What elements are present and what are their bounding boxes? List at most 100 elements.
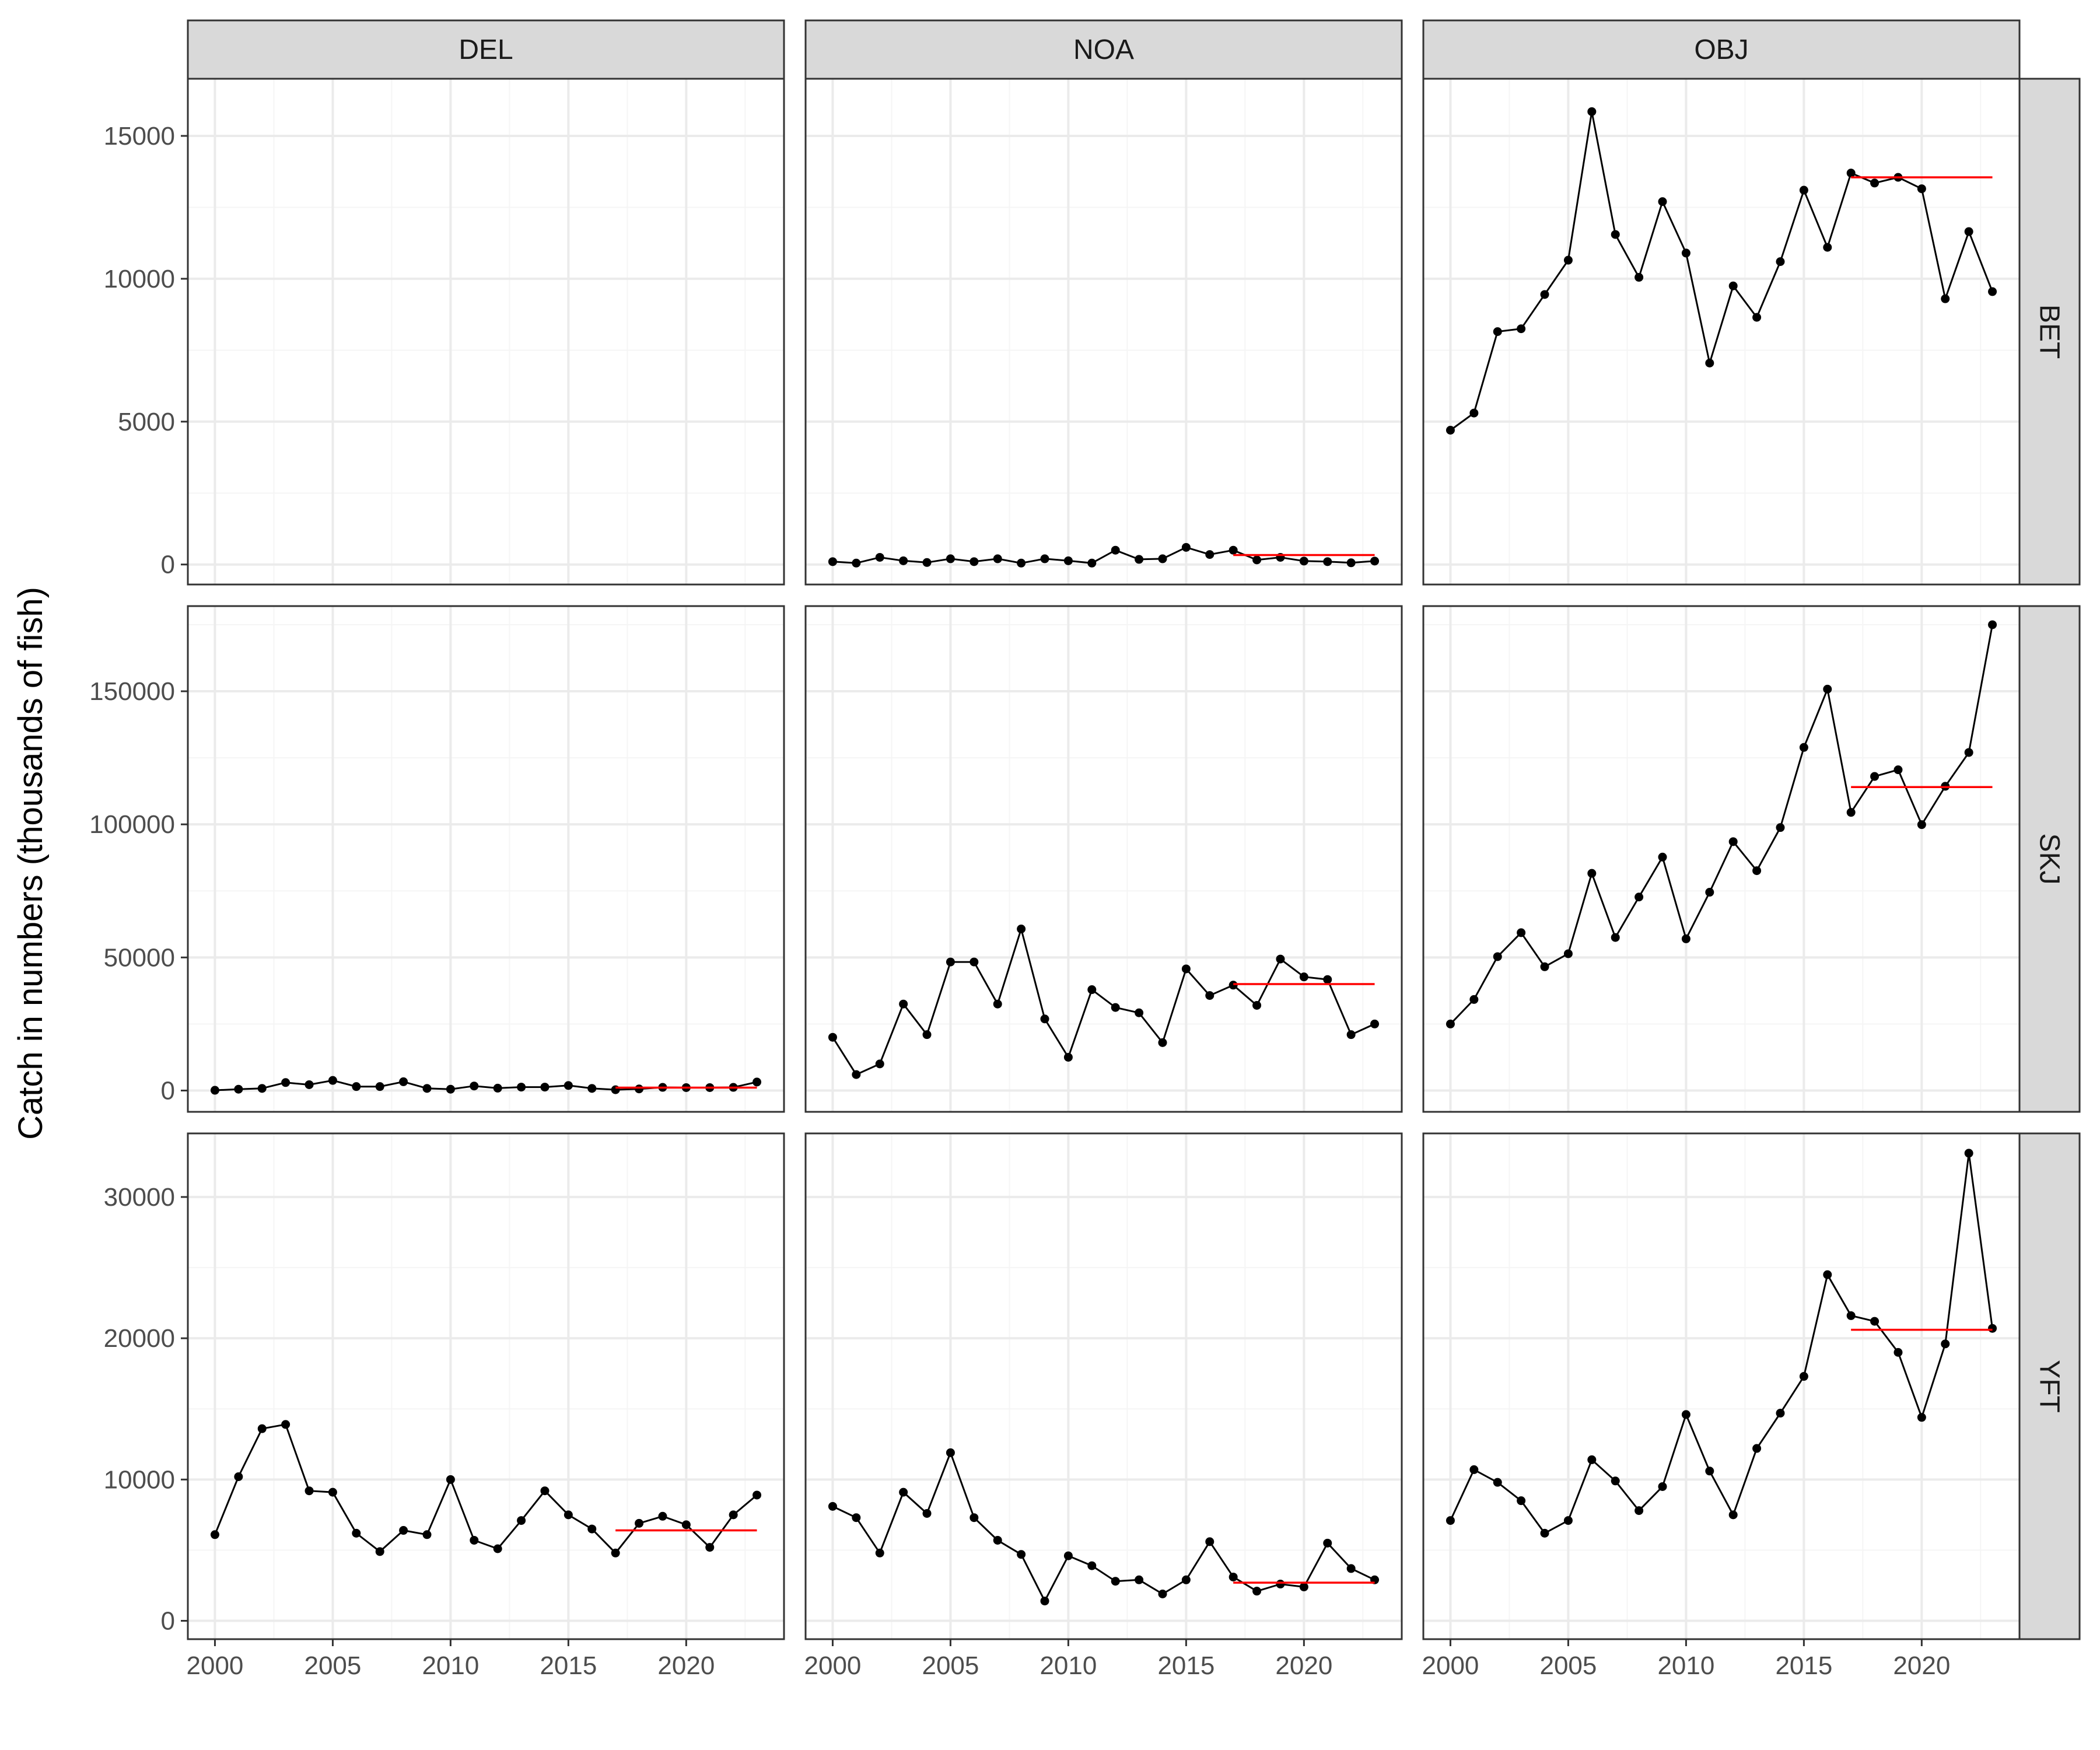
x-tick-label: 2010 <box>1040 1651 1097 1680</box>
y-tick-label: 10000 <box>104 1465 175 1494</box>
data-point <box>1469 408 1479 418</box>
data-point <box>1205 1537 1214 1546</box>
data-point <box>257 1084 267 1093</box>
data-point <box>493 1544 502 1553</box>
data-point <box>1681 249 1690 258</box>
data-point <box>1493 327 1502 336</box>
data-point <box>1540 290 1549 299</box>
data-point <box>946 554 955 564</box>
data-point <box>1181 542 1191 552</box>
data-point <box>993 1535 1002 1545</box>
data-point <box>1634 892 1644 902</box>
panel-background <box>1423 1133 2020 1639</box>
data-point <box>517 1083 526 1092</box>
data-point <box>1299 556 1308 566</box>
data-point <box>1563 1516 1573 1525</box>
data-point <box>1988 1324 1997 1333</box>
data-point <box>1087 985 1097 995</box>
x-tick-label: 2015 <box>540 1651 597 1680</box>
data-point <box>375 1082 384 1091</box>
data-point <box>1776 1409 1785 1418</box>
data-point <box>587 1084 597 1093</box>
data-point <box>1040 554 1049 564</box>
data-point <box>946 957 955 967</box>
panel-background <box>1423 79 2020 584</box>
data-point <box>1964 1149 1973 1158</box>
row-strip-label: YFT <box>2034 1360 2065 1413</box>
data-point <box>1135 1575 1144 1584</box>
data-point <box>304 1080 314 1089</box>
data-point <box>1063 1551 1073 1560</box>
x-tick-label: 2020 <box>1893 1651 1950 1680</box>
data-point <box>922 558 932 567</box>
data-point <box>493 1083 502 1093</box>
data-point <box>1252 555 1262 565</box>
panel-border <box>187 1132 785 1640</box>
panel-skj-noa <box>804 605 1403 1113</box>
data-point <box>1634 272 1644 282</box>
data-point <box>1752 313 1762 322</box>
data-point <box>517 1516 526 1525</box>
data-point <box>540 1486 550 1496</box>
row-strip-label: SKJ <box>2034 833 2065 884</box>
x-tick-label: 2015 <box>1157 1651 1214 1680</box>
data-point <box>1728 837 1738 846</box>
data-point <box>234 1472 243 1481</box>
data-point <box>1894 1348 1903 1357</box>
series-line <box>832 926 1376 1076</box>
data-point <box>1135 555 1144 564</box>
data-point <box>1228 981 1238 990</box>
x-tick-label: 2000 <box>1422 1651 1479 1680</box>
y-tick-label: 100000 <box>89 810 175 839</box>
data-point <box>1346 1030 1356 1040</box>
data-point <box>922 1030 932 1040</box>
data-point <box>1964 748 1973 757</box>
data-point <box>1988 287 1997 296</box>
data-point <box>899 999 908 1009</box>
data-point <box>1776 823 1785 832</box>
data-point <box>1135 1008 1144 1017</box>
panel-background <box>188 606 784 1112</box>
panel-border <box>187 605 785 1113</box>
data-point <box>1063 1052 1073 1062</box>
data-point <box>1323 1538 1332 1548</box>
y-tick-label: 30000 <box>104 1183 175 1212</box>
column-strip-label: NOA <box>1073 34 1134 65</box>
data-point <box>564 1081 573 1090</box>
data-point <box>1894 765 1903 775</box>
x-tick-label: 2005 <box>304 1651 361 1680</box>
strip-background <box>2018 78 2081 586</box>
data-point <box>1823 243 1832 252</box>
panel-border <box>1422 1132 2021 1640</box>
data-point <box>899 556 908 565</box>
panel-background <box>806 1133 1402 1639</box>
data-point <box>1823 1270 1832 1279</box>
data-point <box>1563 949 1573 958</box>
panel-bet-del <box>187 78 785 586</box>
y-tick-label: 0 <box>161 1076 175 1105</box>
data-point <box>1346 1564 1356 1573</box>
data-point <box>1681 1410 1690 1419</box>
strip-background <box>804 19 1403 80</box>
y-tick-label: 10000 <box>104 265 175 293</box>
data-point <box>1846 808 1856 817</box>
data-point <box>1611 933 1620 942</box>
data-point <box>281 1078 290 1087</box>
data-point <box>1228 545 1238 555</box>
column-strip-del: DEL <box>187 19 785 80</box>
data-point <box>1205 991 1214 1000</box>
data-point <box>1870 178 1880 188</box>
x-tick-label: 2000 <box>187 1651 244 1680</box>
data-point <box>1181 964 1191 974</box>
panel-background <box>188 79 784 584</box>
data-point <box>970 957 979 967</box>
data-point <box>1799 186 1808 195</box>
data-point <box>1752 1444 1762 1453</box>
data-point <box>1658 1482 1667 1491</box>
data-point <box>1252 1000 1262 1010</box>
data-point <box>1228 1572 1238 1581</box>
data-point <box>970 557 979 566</box>
data-point <box>852 1070 861 1079</box>
column-strip-label: OBJ <box>1694 34 1748 65</box>
data-point <box>446 1475 455 1484</box>
